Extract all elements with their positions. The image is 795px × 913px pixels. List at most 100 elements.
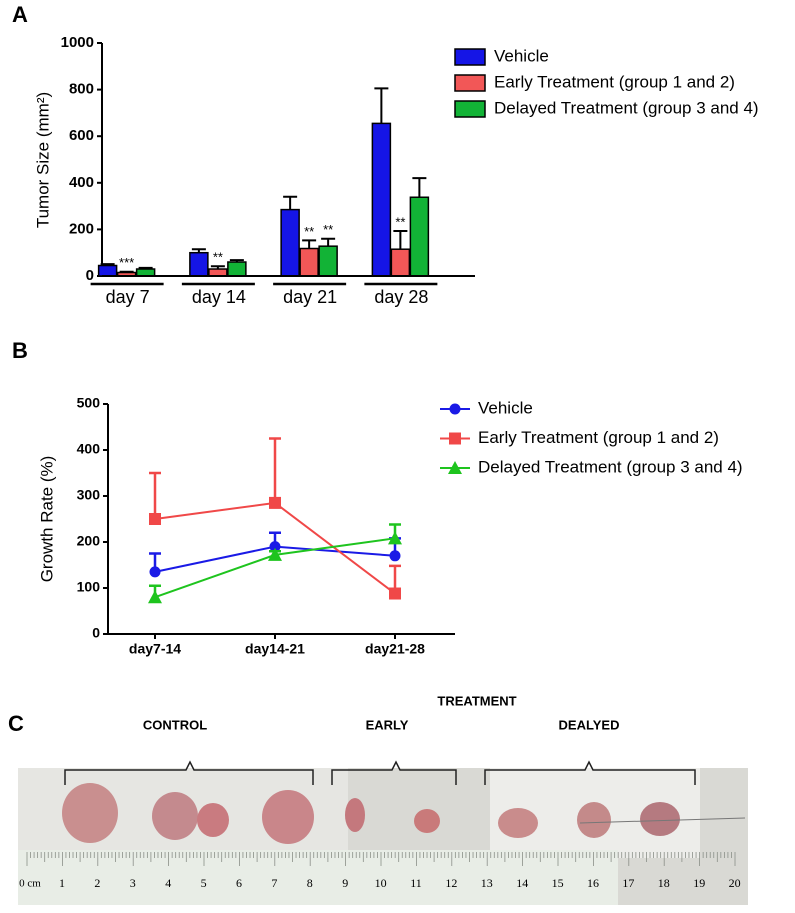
error-bar <box>269 437 281 503</box>
group-label: CONTROL <box>143 717 207 732</box>
legend-swatch <box>454 48 486 66</box>
error-bar <box>321 237 336 247</box>
x-tick-label: day 7 <box>106 287 150 307</box>
tumor <box>414 809 440 833</box>
x-tick-label: day7-14 <box>129 641 181 657</box>
y-tick-label: 500 <box>77 395 101 411</box>
tumor <box>498 808 538 838</box>
thread <box>579 817 746 824</box>
ruler-number: 11 <box>410 876 422 890</box>
ruler-number: 8 <box>307 876 313 890</box>
error-bar <box>412 177 427 198</box>
y-tick-label: 300 <box>77 487 101 503</box>
y-tick-label: 800 <box>69 81 94 98</box>
y-axis-label: Growth Rate (%) <box>37 456 56 583</box>
ruler-number: 19 <box>693 876 705 890</box>
legend-label: Vehicle <box>478 398 533 417</box>
ruler-number: 14 <box>516 876 528 890</box>
ruler-number: 5 <box>201 876 207 890</box>
bar <box>97 264 118 277</box>
bar <box>227 261 247 277</box>
photo-heading: TREATMENT <box>437 693 516 708</box>
error-bar <box>393 230 408 250</box>
bar <box>208 268 228 277</box>
error-bar <box>119 270 134 273</box>
x-tick-label: day 28 <box>374 287 428 307</box>
significance: *** <box>119 255 134 270</box>
ruler-number: 12 <box>445 876 457 890</box>
x-tick-label: day21-28 <box>365 641 425 657</box>
error-bar <box>149 471 161 519</box>
bar <box>318 245 338 277</box>
marker <box>389 587 401 600</box>
error-bar <box>302 239 317 249</box>
ruler-number: 3 <box>130 876 136 890</box>
bar <box>409 196 430 277</box>
ruler <box>18 850 618 905</box>
bracket <box>484 760 696 785</box>
x-tick-label: day 14 <box>192 287 246 307</box>
tumor <box>262 790 314 844</box>
y-tick-label: 400 <box>69 174 94 191</box>
error-bar <box>191 248 206 253</box>
ruler-number: 18 <box>658 876 670 890</box>
error-bar <box>229 259 244 263</box>
bracket <box>64 760 314 785</box>
error-bar <box>100 263 115 266</box>
marker <box>449 432 461 445</box>
legend-label: Vehicle <box>494 46 549 65</box>
bar <box>299 247 319 277</box>
marker <box>149 566 161 578</box>
marker <box>268 547 282 561</box>
bar <box>135 268 156 277</box>
error-bar <box>210 265 225 270</box>
ruler-number: 2 <box>94 876 100 890</box>
legend-label: Early Treatment (group 1 and 2) <box>494 72 735 91</box>
x-tick-label: day14-21 <box>245 641 305 657</box>
significance: ** <box>213 250 223 265</box>
y-tick-label: 600 <box>69 127 94 144</box>
ruler-number: 4 <box>165 876 171 890</box>
bar <box>371 122 392 277</box>
panel-label: C <box>8 711 24 736</box>
ruler-number: 6 <box>236 876 242 890</box>
marker <box>448 461 462 474</box>
tumor <box>345 798 365 832</box>
y-axis-label: Tumor Size (mm²) <box>33 92 52 228</box>
significance: ** <box>395 214 405 229</box>
bar <box>280 208 300 277</box>
panel-label: B <box>12 338 28 363</box>
ruler-number: 20 <box>729 876 741 890</box>
legend-swatch <box>454 100 486 118</box>
ruler-number: 17 <box>622 876 634 890</box>
significance: ** <box>304 224 314 239</box>
group-label: EARLY <box>366 717 409 732</box>
tumor <box>577 802 611 838</box>
marker <box>148 590 162 604</box>
error-bar <box>374 87 389 124</box>
group-label: DEALYED <box>559 717 620 732</box>
marker <box>389 550 401 562</box>
legend-label: Early Treatment (group 1 and 2) <box>478 428 719 447</box>
bracket <box>331 760 457 785</box>
marker <box>269 496 281 509</box>
tumor <box>62 783 118 843</box>
photo <box>18 760 748 905</box>
bar <box>189 251 209 277</box>
error-bar <box>138 266 153 270</box>
ruler-number: 7 <box>271 876 277 890</box>
y-tick-label: 200 <box>69 220 94 237</box>
tumor <box>640 802 680 836</box>
y-tick-label: 0 <box>86 267 94 284</box>
marker <box>269 541 281 553</box>
marker <box>388 531 402 545</box>
ruler-number: 10 <box>375 876 387 890</box>
panel-label: A <box>12 2 28 27</box>
y-tick-label: 100 <box>77 579 101 595</box>
y-tick-label: 0 <box>92 625 100 641</box>
legend-label: Delayed Treatment (group 3 and 4) <box>494 98 759 117</box>
y-tick-label: 400 <box>77 441 101 457</box>
tumor <box>152 792 198 840</box>
ruler-number: 16 <box>587 876 599 890</box>
